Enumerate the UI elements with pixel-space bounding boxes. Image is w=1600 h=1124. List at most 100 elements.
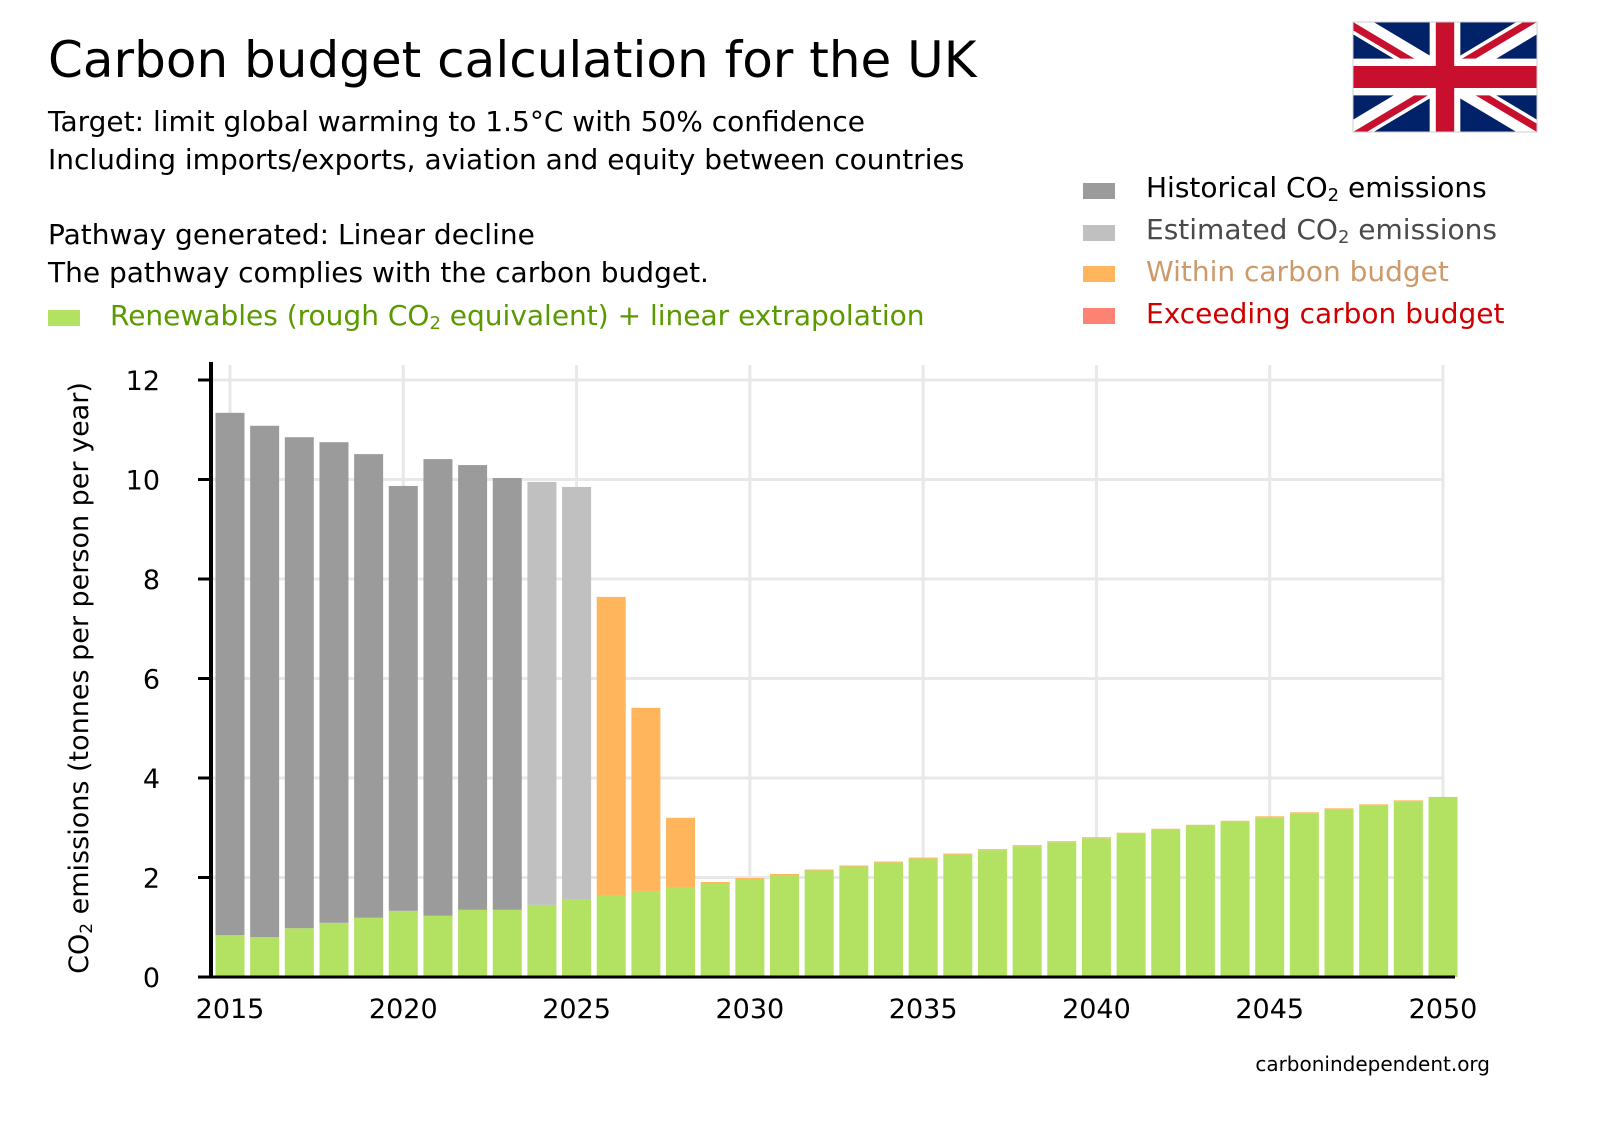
bar-renewables-2041 — [1116, 833, 1146, 977]
bar-renewables-2032 — [804, 870, 834, 977]
bar-renewables-2035 — [908, 858, 938, 977]
bar-renewables-2017 — [284, 928, 314, 977]
y-tick-label: 4 — [143, 764, 160, 795]
subtitle-target: Target: limit global warming to 1.5°C wi… — [47, 105, 865, 138]
bar-renewables-2037 — [977, 850, 1007, 977]
legend-estimated: Estimated CO2 emissions — [1146, 213, 1497, 248]
y-tick-label: 6 — [143, 665, 160, 696]
bar-within-2043 — [1185, 824, 1215, 826]
x-tick-label: 2015 — [196, 994, 265, 1025]
chart-title: Carbon budget calculation for the UK — [48, 31, 978, 89]
bar-within-2026 — [596, 596, 626, 896]
bar-renewables-2020 — [388, 910, 418, 977]
y-tick-label: 8 — [143, 565, 160, 596]
bar-renewables-2024 — [527, 904, 557, 977]
bar-historical-2020 — [388, 485, 418, 911]
bar-within-2046 — [1289, 812, 1319, 814]
legend-swatch-exceeding — [1083, 308, 1115, 324]
bar-renewables-2047 — [1324, 809, 1354, 977]
legend-swatch-renewables — [48, 310, 80, 326]
x-tick-label: 2020 — [369, 994, 438, 1025]
y-tick-label: 12 — [126, 366, 160, 397]
bar-within-2031 — [770, 874, 800, 876]
bar-renewables-2016 — [250, 937, 280, 977]
bar-renewables-2042 — [1151, 829, 1181, 977]
bar-renewables-2043 — [1185, 825, 1215, 977]
bar-renewables-2040 — [1081, 838, 1111, 977]
bar-within-2037 — [977, 849, 1007, 851]
bar-historical-2022 — [458, 465, 488, 910]
bar-within-2032 — [804, 869, 834, 871]
bar-renewables-2033 — [839, 866, 869, 977]
bar-renewables-2023 — [492, 909, 522, 977]
compliance-label: The pathway complies with the carbon bud… — [47, 256, 709, 289]
bar-within-2035 — [908, 857, 938, 859]
bar-within-2045 — [1255, 816, 1285, 818]
footer-source: carbonindependent.org — [1255, 1052, 1490, 1076]
legend-renewables: Renewables (rough CO2 equivalent) + line… — [110, 299, 925, 334]
bar-historical-2017 — [284, 437, 314, 929]
bar-renewables-2025 — [562, 899, 592, 977]
bar-renewables-2021 — [423, 915, 453, 977]
bar-renewables-2018 — [319, 922, 349, 977]
subtitle-scope: Including imports/exports, aviation and … — [48, 143, 964, 176]
bar-renewables-2031 — [770, 875, 800, 977]
legend-swatch-within — [1083, 266, 1115, 282]
bar-renewables-2015 — [215, 935, 245, 977]
y-tick-label: 10 — [126, 466, 160, 497]
y-tick-label: 2 — [143, 864, 160, 895]
bar-within-2034 — [873, 861, 903, 863]
bar-renewables-2019 — [354, 917, 384, 977]
bar-within-2044 — [1220, 820, 1250, 822]
bar-within-2041 — [1116, 832, 1146, 834]
bar-renewables-2048 — [1359, 805, 1389, 977]
legend-swatch-estimated — [1083, 225, 1115, 241]
bar-renewables-2044 — [1220, 821, 1250, 977]
bar-within-2027 — [631, 707, 661, 891]
bar-within-2040 — [1081, 837, 1111, 839]
bar-renewables-2029 — [700, 882, 730, 977]
bar-within-2049 — [1393, 800, 1423, 802]
bar-renewables-2030 — [735, 878, 765, 977]
bar-renewables-2045 — [1255, 817, 1285, 977]
legend-within: Within carbon budget — [1146, 255, 1449, 288]
uk-flag-icon — [1353, 22, 1537, 132]
bar-historical-2016 — [250, 425, 280, 938]
x-tick-label: 2045 — [1235, 994, 1304, 1025]
bar-historical-2019 — [354, 454, 384, 918]
bar-within-2033 — [839, 865, 869, 867]
bar-historical-2015 — [215, 412, 245, 936]
pathway-label: Pathway generated: Linear decline — [48, 218, 535, 251]
bar-within-2048 — [1359, 804, 1389, 806]
legend-exceeding: Exceeding carbon budget — [1146, 297, 1504, 330]
bar-renewables-2034 — [873, 862, 903, 977]
bar-within-2047 — [1324, 808, 1354, 810]
x-tick-label: 2030 — [715, 994, 784, 1025]
bar-historical-2021 — [423, 459, 453, 916]
bar-renewables-2022 — [458, 909, 488, 977]
x-tick-label: 2040 — [1062, 994, 1131, 1025]
bar-within-2028 — [666, 817, 696, 887]
bar-within-2030 — [735, 877, 765, 879]
bar-renewables-2036 — [943, 854, 973, 977]
bar-estimated-2025 — [562, 486, 592, 900]
bar-renewables-2027 — [631, 890, 661, 977]
bar-renewables-2046 — [1289, 813, 1319, 977]
bar-within-2039 — [1047, 841, 1077, 843]
x-tick-label: 2050 — [1409, 994, 1478, 1025]
bar-renewables-2038 — [1012, 846, 1042, 977]
bar-estimated-2024 — [527, 481, 557, 905]
legend-swatch-historical — [1083, 183, 1115, 199]
x-tick-label: 2025 — [542, 994, 611, 1025]
bars — [215, 412, 1458, 977]
bar-historical-2023 — [492, 478, 522, 910]
axes: 0 2 4 6 8 10 12 2015 2020 2025 2030 2035 2040 2045 205… — [126, 362, 1478, 1025]
bar-within-2029 — [700, 881, 730, 883]
bar-historical-2018 — [319, 442, 349, 923]
bar-within-2038 — [1012, 845, 1042, 847]
bar-renewables-2026 — [596, 895, 626, 977]
y-axis-label: CO2 emissions (tonnes per person per yea… — [64, 382, 97, 974]
bar-renewables-2050 — [1428, 796, 1458, 977]
y-tick-label: 0 — [143, 963, 160, 994]
